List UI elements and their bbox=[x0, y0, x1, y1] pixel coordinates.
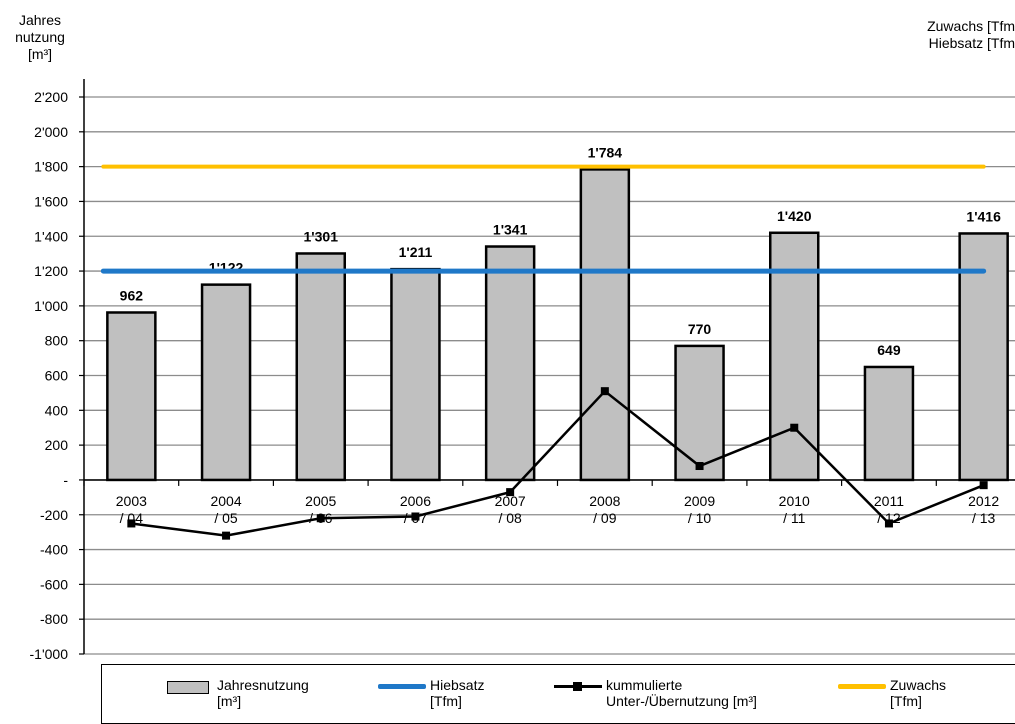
x-tick-label: 2006 bbox=[400, 493, 431, 509]
bar bbox=[390, 267, 441, 482]
y-tick-label: -400 bbox=[40, 542, 68, 558]
bar-value-label: 1'416 bbox=[966, 208, 1001, 224]
legend-item-hiebsatz: Hiebsatz [Tfm] bbox=[374, 677, 484, 709]
x-tick-label: 2007 bbox=[495, 493, 526, 509]
cumulative-marker bbox=[127, 519, 136, 528]
x-tick-label: / 08 bbox=[498, 510, 522, 526]
bar-value-label: 1'301 bbox=[304, 228, 339, 244]
x-tick-label: 2004 bbox=[210, 493, 241, 509]
y-tick-label: -200 bbox=[40, 507, 68, 523]
legend-label-zuwachs-1: Zuwachs bbox=[890, 677, 947, 693]
x-tick-label: 2011 bbox=[874, 493, 904, 509]
bar bbox=[295, 252, 346, 482]
y-tick-label: - bbox=[63, 472, 68, 488]
x-tick-label: 2005 bbox=[305, 493, 336, 509]
legend-label-jahresnutzung-1: Jahresnutzung bbox=[217, 677, 309, 693]
legend-label-cumulative-2: Unter-/Übernutzung [m³] bbox=[606, 693, 757, 709]
cumulative-marker bbox=[979, 481, 988, 490]
cumulative-marker bbox=[790, 423, 799, 432]
y-tick-label: 1'000 bbox=[34, 298, 68, 314]
x-tick-label: 2003 bbox=[116, 493, 147, 509]
bar bbox=[579, 168, 631, 482]
bar bbox=[863, 365, 915, 482]
y-tick-label: 1'200 bbox=[34, 263, 68, 279]
y-axis-title-line-1: Jahres bbox=[18, 12, 62, 28]
bar bbox=[674, 344, 725, 482]
y-tick-label: 2'000 bbox=[34, 124, 68, 140]
bar bbox=[958, 232, 1009, 482]
x-tick-label: 2010 bbox=[779, 493, 810, 509]
y-tick-label: -800 bbox=[40, 611, 68, 627]
y-tick-label: 1'600 bbox=[34, 193, 68, 209]
cumulative-marker bbox=[316, 514, 325, 523]
legend-item-cumulative: kummulierte Unter-/Übernutzung [m³] bbox=[550, 677, 757, 709]
bar bbox=[484, 245, 536, 482]
bar-value-label: 962 bbox=[120, 287, 144, 303]
x-tick-label: / 10 bbox=[688, 510, 712, 526]
bar-value-label: 1'784 bbox=[588, 144, 623, 160]
y-axis-title-line-3: [m³] bbox=[27, 46, 53, 62]
bar bbox=[769, 231, 820, 482]
x-tick-label: / 05 bbox=[214, 510, 238, 526]
series-line-cumulative bbox=[131, 389, 985, 537]
cumulative-marker bbox=[884, 519, 893, 528]
x-tick-label: / 11 bbox=[783, 510, 806, 526]
bar-value-label: 1'341 bbox=[493, 222, 528, 238]
y-axis-title: Jahres nutzung [m³] bbox=[0, 12, 80, 63]
y-tick-label: 1'800 bbox=[34, 159, 68, 175]
bar-value-label: 1'420 bbox=[777, 208, 812, 224]
y-tick-label: 800 bbox=[45, 333, 69, 349]
y-tick-label: -1'000 bbox=[30, 646, 69, 662]
secondary-axis-title-line-2: Hiebsatz [Tfm bbox=[928, 35, 1015, 51]
legend-swatch-bar bbox=[161, 677, 213, 697]
cumulative-marker bbox=[222, 531, 231, 540]
y-tick-label: 400 bbox=[45, 402, 69, 418]
x-tick-label: 2012 bbox=[968, 493, 999, 509]
legend-swatch-zuwachs bbox=[834, 677, 886, 697]
x-tick-label: / 04 bbox=[120, 510, 144, 526]
x-tick-label: / 13 bbox=[972, 510, 996, 526]
bar bbox=[106, 311, 157, 482]
y-tick-label: 200 bbox=[45, 437, 69, 453]
legend-item-jahresnutzung: Jahresnutzung [m³] bbox=[161, 677, 309, 709]
legend-label-cumulative-1: kummulierte bbox=[606, 677, 683, 693]
y-axis-title-line-2: nutzung bbox=[15, 29, 65, 45]
y-tick-label: 2'200 bbox=[34, 89, 68, 105]
bar-value-label: 649 bbox=[877, 342, 901, 358]
y-tick-label: -600 bbox=[40, 576, 68, 592]
legend-label-zuwachs-2: [Tfm] bbox=[890, 693, 922, 709]
legend-label-jahresnutzung-2: [m³] bbox=[217, 693, 242, 709]
bar bbox=[200, 283, 252, 482]
cumulative-marker bbox=[411, 512, 420, 521]
x-tick-label: 2009 bbox=[684, 493, 715, 509]
legend-label-hiebsatz-2: [Tfm] bbox=[430, 693, 462, 709]
bar-value-label: 770 bbox=[688, 321, 712, 337]
legend: Jahresnutzung [m³] Hiebsatz [Tfm] kummul… bbox=[101, 664, 1015, 724]
secondary-axis-title-line-1: Zuwachs [Tfm bbox=[927, 18, 1015, 34]
legend-swatch-hiebsatz bbox=[374, 677, 426, 697]
x-tick-label: / 09 bbox=[593, 510, 617, 526]
bar-value-label: 1'211 bbox=[399, 244, 433, 260]
secondary-axis-title: Zuwachs [Tfm Hiebsatz [Tfm bbox=[927, 18, 1015, 52]
x-tick-label: 2008 bbox=[589, 493, 620, 509]
legend-label-hiebsatz-1: Hiebsatz bbox=[430, 677, 485, 693]
y-tick-label: 1'400 bbox=[34, 228, 68, 244]
cumulative-marker bbox=[600, 387, 609, 396]
cumulative-marker bbox=[695, 462, 704, 471]
legend-swatch-cumulative bbox=[550, 677, 602, 697]
cumulative-marker bbox=[506, 488, 515, 497]
legend-item-zuwachs: Zuwachs [Tfm] bbox=[834, 677, 946, 709]
y-tick-label: 600 bbox=[45, 368, 69, 384]
